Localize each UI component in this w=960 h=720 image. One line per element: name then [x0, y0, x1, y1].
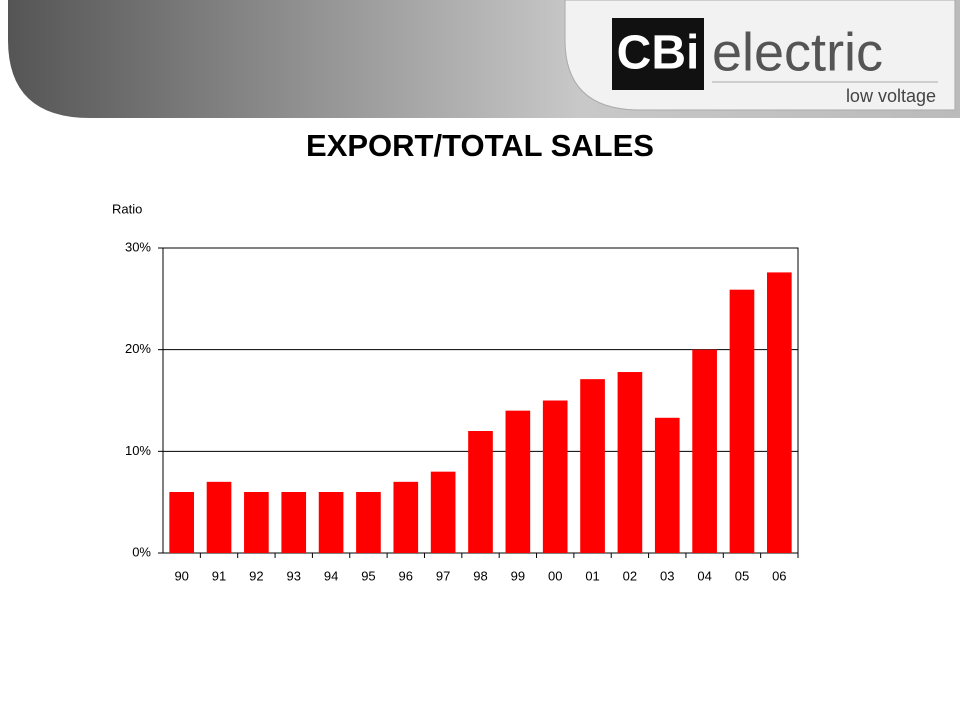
- bar: [729, 289, 755, 553]
- x-tick-label: 06: [772, 568, 786, 583]
- logo-tagline: low voltage: [846, 86, 936, 106]
- y-tick-label: 30%: [125, 239, 151, 254]
- x-tick-label: 04: [697, 568, 711, 583]
- bar: [617, 372, 643, 553]
- logo-brand: CBi: [617, 27, 700, 80]
- logo-name: electric: [712, 22, 883, 82]
- x-tick-label: 92: [249, 568, 263, 583]
- y-tick-label: 20%: [125, 341, 151, 356]
- bar: [505, 410, 531, 553]
- bar: [281, 492, 307, 553]
- bar: [654, 417, 680, 553]
- x-tick-label: 97: [436, 568, 450, 583]
- chart-title: EXPORT/TOTAL SALES: [306, 128, 654, 163]
- y-tick-label: 10%: [125, 443, 151, 458]
- x-tick-label: 03: [660, 568, 674, 583]
- x-tick-label: 95: [361, 568, 375, 583]
- x-tick-label: 99: [511, 568, 525, 583]
- bar: [580, 379, 605, 553]
- bar: [393, 481, 419, 553]
- x-tick-label: 02: [623, 568, 637, 583]
- y-axis-label: Ratio: [112, 201, 142, 216]
- x-tick-label: 96: [399, 568, 413, 583]
- bar: [542, 400, 568, 553]
- x-tick-label: 01: [585, 568, 599, 583]
- y-tick-label: 0%: [132, 544, 151, 559]
- x-tick-label: 98: [473, 568, 487, 583]
- x-tick-label: 90: [174, 568, 188, 583]
- bar: [318, 492, 344, 553]
- bar: [766, 272, 792, 553]
- x-tick-label: 05: [735, 568, 749, 583]
- bar: [244, 492, 269, 553]
- bar: [206, 481, 232, 553]
- logo-mark: [612, 18, 704, 90]
- bar: [430, 471, 456, 553]
- bar: [692, 349, 717, 553]
- x-tick-label: 93: [287, 568, 301, 583]
- x-tick-label: 00: [548, 568, 562, 583]
- bar: [356, 492, 381, 553]
- bar: [169, 492, 195, 553]
- x-tick-label: 91: [212, 568, 226, 583]
- bar: [468, 431, 493, 553]
- x-tick-label: 94: [324, 568, 338, 583]
